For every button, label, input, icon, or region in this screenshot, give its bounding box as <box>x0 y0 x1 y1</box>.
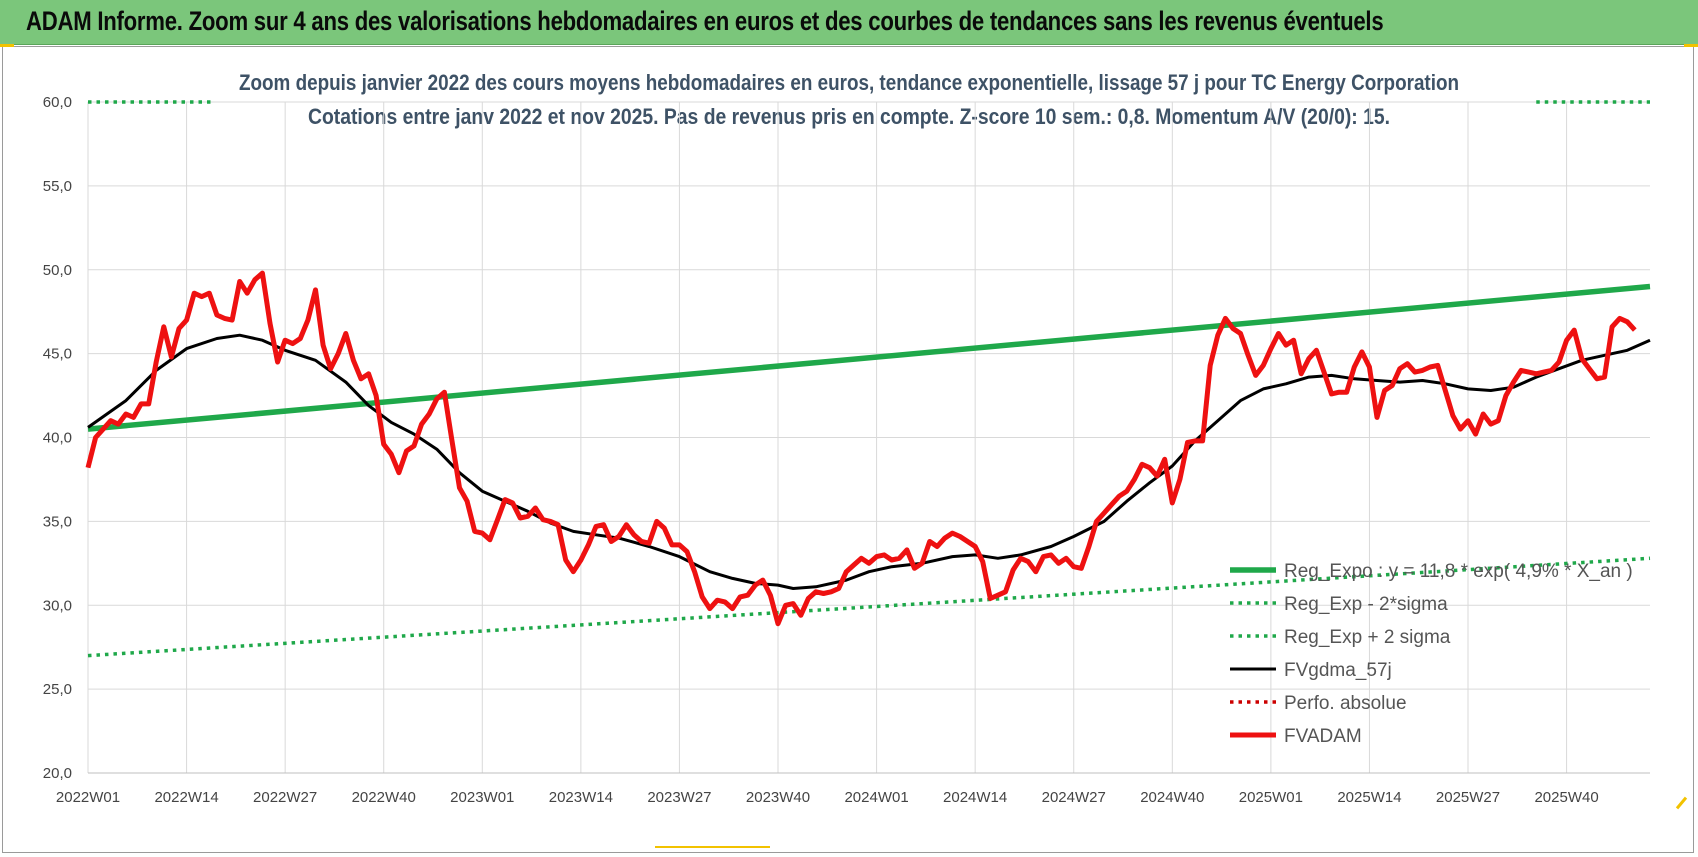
y-tick-label: 35,0 <box>43 513 72 530</box>
x-tick-label: 2025W01 <box>1239 789 1303 806</box>
x-tick-label: 2024W14 <box>943 789 1007 806</box>
x-tick-label: 2022W27 <box>253 789 317 806</box>
x-tick-label: 2023W14 <box>549 789 613 806</box>
legend-label: Reg_Expo : y = 11,8 * exp( 4,9% * X_an ) <box>1284 561 1633 582</box>
corner-marker <box>0 44 14 47</box>
series-line-reg-expo-y-11-8-exp-4-9-x-an <box>87 283 1651 432</box>
x-tick-label: 2025W27 <box>1436 789 1500 806</box>
x-tick-label: 2024W01 <box>844 789 908 806</box>
y-tick-label: 40,0 <box>43 430 72 447</box>
legend: Reg_Expo : y = 11,8 * exp( 4,9% * X_an )… <box>1230 561 1633 747</box>
x-tick-label: 2023W27 <box>647 789 711 806</box>
legend-label: FVADAM <box>1284 726 1362 747</box>
y-tick-label: 50,0 <box>43 262 72 279</box>
y-tick-label: 55,0 <box>43 178 72 195</box>
header-banner: ADAM Informe. Zoom sur 4 ans des valoris… <box>0 0 1698 45</box>
chart-area <box>2 46 1694 853</box>
legend-label: FVgdma_57j <box>1284 660 1392 681</box>
x-tick-label: 2023W01 <box>450 789 514 806</box>
x-tick-label: 2023W40 <box>746 789 810 806</box>
chart-title: Zoom depuis janvier 2022 des cours moyen… <box>239 70 1459 95</box>
legend-label: Perfo. absolue <box>1284 693 1407 714</box>
banner-title: ADAM Informe. Zoom sur 4 ans des valoris… <box>26 6 1384 36</box>
chart-subtitle: Cotations entre janv 2022 et nov 2025. P… <box>308 104 1390 129</box>
y-tick-label: 45,0 <box>43 346 72 363</box>
legend-label: Reg_Exp - 2*sigma <box>1284 594 1448 615</box>
x-tick-label: 2025W14 <box>1337 789 1401 806</box>
grid <box>87 101 1650 774</box>
x-tick-label: 2024W27 <box>1042 789 1106 806</box>
x-tick-label: 2022W14 <box>154 789 218 806</box>
series-line-reg-exp-2-sigma <box>87 556 1651 658</box>
y-tick-label: 60,0 <box>43 94 72 111</box>
axes: 20,0 25,0 30,0 35,0 40,0 45,0 50,0 55,0 60,0 2022… <box>43 94 1650 806</box>
corner-marker <box>655 846 770 848</box>
x-tick-label: 2024W40 <box>1140 789 1204 806</box>
corner-marker <box>1684 44 1698 47</box>
series-line-fvadam <box>85 270 1637 627</box>
series-line-fvgdma-57j <box>87 333 1651 590</box>
y-tick-label: 25,0 <box>43 681 72 698</box>
x-tick-label: 2022W40 <box>352 789 416 806</box>
y-tick-label: 20,0 <box>43 765 72 782</box>
series <box>85 100 1651 658</box>
x-tick-label: 2025W40 <box>1534 789 1598 806</box>
y-tick-label: 30,0 <box>43 597 72 614</box>
x-tick-label: 2022W01 <box>56 789 120 806</box>
legend-label: Reg_Exp + 2 sigma <box>1284 627 1451 648</box>
